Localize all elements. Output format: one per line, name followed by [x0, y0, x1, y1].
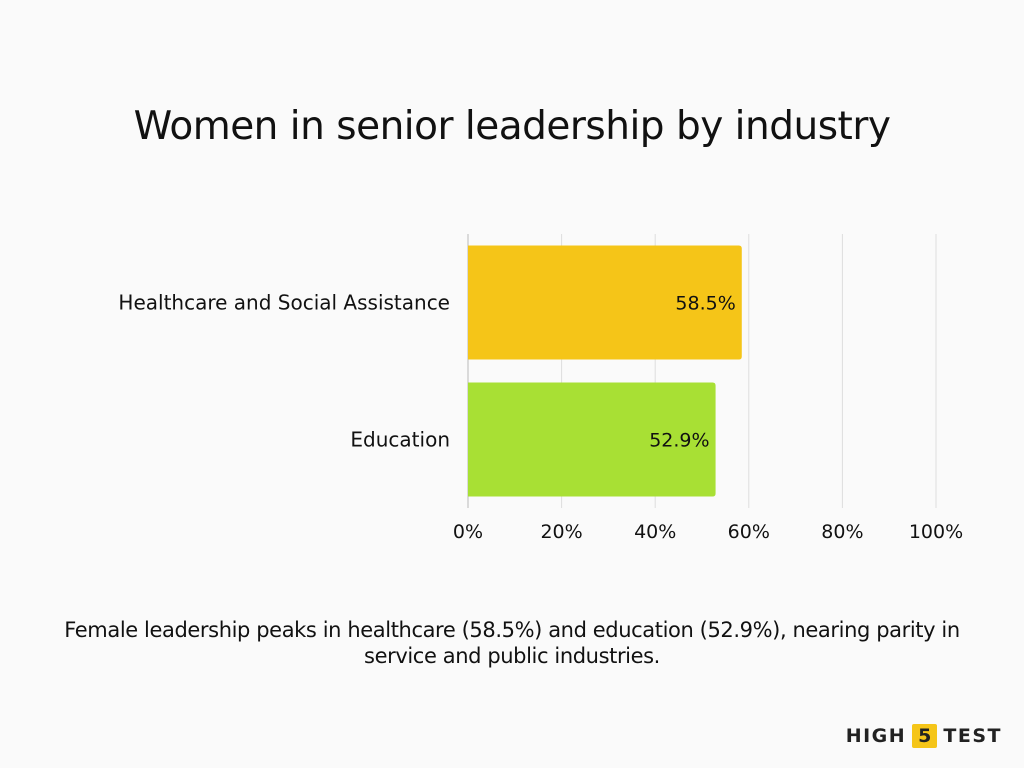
bar-data-label: 58.5% [675, 293, 735, 315]
x-tick-label: 80% [821, 521, 863, 543]
x-tick-label: 0% [453, 521, 483, 543]
chart-caption: Female leadership peaks in healthcare (5… [64, 618, 960, 668]
x-tick-label: 20% [540, 521, 582, 543]
bars [468, 245, 742, 497]
labels: 0% 20% 40% 60% 80% 100% 58.5% Healthcare and So… [118, 291, 963, 544]
bar [468, 382, 716, 497]
bar-data-label: 52.9% [649, 430, 709, 452]
category-label: Education [350, 428, 450, 452]
x-tick-label: 60% [728, 521, 770, 543]
category-label: Healthcare and Social Assistance [118, 291, 450, 315]
chart-title: Women in senior leadership by industry [133, 104, 891, 149]
x-tick-label: 100% [909, 521, 963, 543]
brand-logo-right: TEST [943, 725, 1002, 747]
x-tick-label: 40% [634, 521, 676, 543]
brand-logo-number: 5 [912, 724, 938, 748]
bar [468, 245, 742, 360]
brand-logo: HIGH 5 TEST [846, 724, 1002, 748]
brand-logo-left: HIGH [845, 725, 907, 747]
